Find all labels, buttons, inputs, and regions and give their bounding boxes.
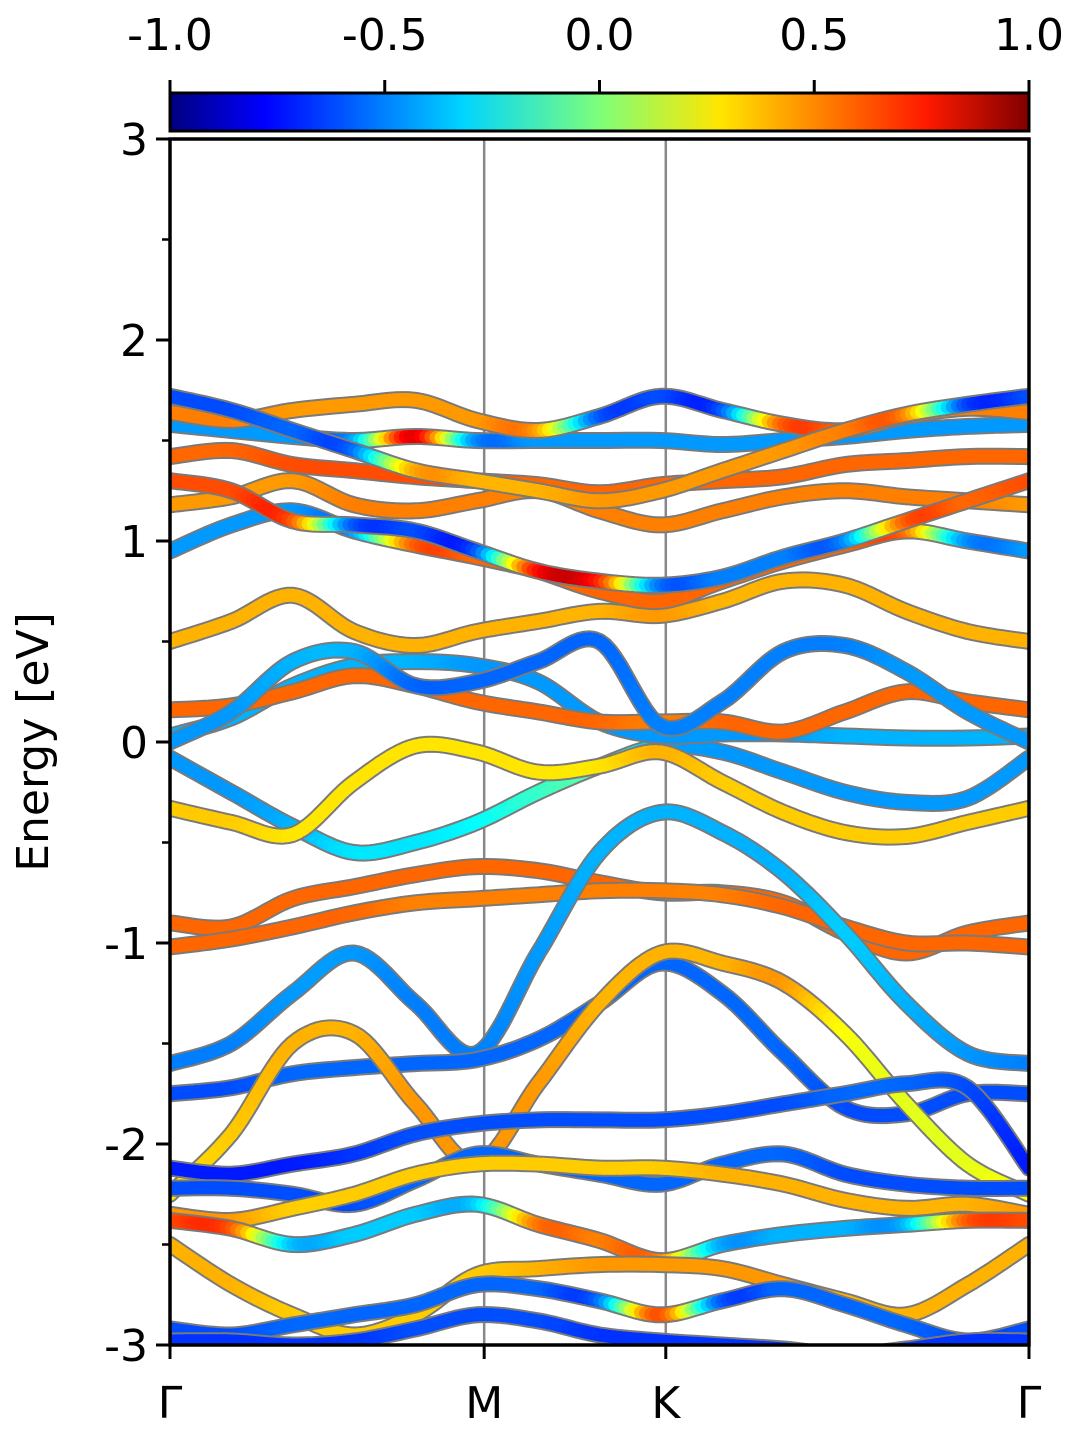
colorbar-tick-label: -0.5 [342,10,428,61]
band-1 [170,736,1029,862]
band-9 [170,472,1029,594]
x-tick-label: Γ [1017,1378,1042,1429]
y-axis: -3 -2 -1 0 1 2 3 [104,115,170,1372]
band-segment [802,1344,806,1345]
band-segment [888,1343,900,1345]
y-tick-label: -2 [104,1120,148,1171]
band-segment [886,1344,894,1345]
y-tick-label: 0 [120,718,148,769]
band-6 [170,571,1029,654]
band-segment [784,1343,798,1345]
band-segment [789,1343,802,1345]
band-4 [170,667,1029,741]
y-tick-label: -3 [104,1321,148,1372]
band-segment [871,1353,876,1354]
band-segment [896,1342,912,1345]
band-segment [795,1344,806,1345]
y-tick-label: -1 [104,919,148,970]
band-segment [881,1352,886,1353]
band-segment [819,1353,824,1354]
band-segment [892,1343,906,1345]
x-tick-label: Γ [158,1378,183,1429]
band-2 [170,735,1029,846]
y-tick-label: 3 [120,115,148,166]
band-segment [778,1342,794,1345]
colorbar-tick-label: 0.0 [565,10,635,61]
colorbar-ticks: -1.0 -0.5 0.0 0.5 1.0 [127,10,1064,93]
band-segment [865,1354,870,1355]
x-tick-label: M [465,1378,503,1429]
band-outline [170,735,1029,846]
band-segment [809,1352,814,1353]
bands [170,387,1029,1355]
band-21 [170,1154,1029,1229]
band-segment [876,1352,881,1353]
band-15 [170,881,1029,956]
plot-area: -3 -2 -1 0 1 2 3 Γ M K Γ [104,115,1042,1429]
band-segment [905,1341,923,1345]
colorbar: -1.0 -0.5 0.0 0.5 1.0 [127,10,1064,133]
y-tick-label: 1 [120,517,148,568]
colorbar-gradient [168,91,1031,133]
band-segment [814,1353,819,1354]
y-tick-label: 2 [120,316,148,367]
band-13 [170,387,1029,510]
y-axis-label: Energy [eV] [8,612,59,872]
x-tick-label: K [651,1378,681,1429]
band-segment [901,1341,917,1345]
colorbar-tick-label: 1.0 [994,10,1064,61]
band-19 [170,1071,1029,1183]
colorbar-tick-label: 0.5 [779,10,849,61]
band-5 [170,630,1029,751]
colorbar-tick-label: -1.0 [127,10,213,61]
band-segment [910,1340,928,1345]
